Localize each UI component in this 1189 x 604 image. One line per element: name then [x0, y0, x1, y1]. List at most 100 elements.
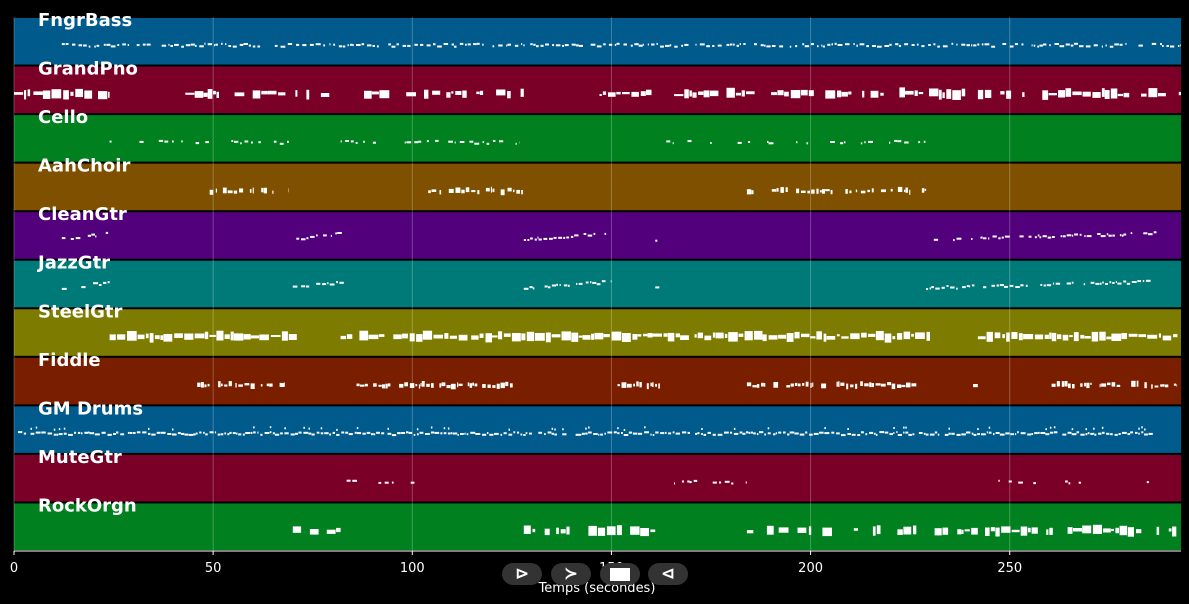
- note-mark: [279, 142, 284, 145]
- note-mark: [1109, 281, 1112, 284]
- play-forward-button[interactable]: ⊳: [502, 563, 542, 585]
- note-mark: [746, 431, 749, 434]
- note-mark: [14, 92, 24, 95]
- note-mark: [391, 45, 396, 48]
- note-mark: [243, 334, 251, 340]
- note-mark: [644, 431, 649, 434]
- note-mark: [471, 190, 476, 193]
- note-mark: [857, 434, 861, 436]
- stop-button[interactable]: [600, 563, 640, 585]
- note-mark: [934, 528, 942, 536]
- note-mark: [707, 431, 711, 434]
- note-mark: [194, 333, 205, 339]
- note-mark: [966, 285, 969, 287]
- note-mark: [786, 385, 791, 388]
- note-mark: [185, 44, 191, 47]
- note-mark: [1004, 235, 1010, 238]
- note-mark: [75, 237, 81, 240]
- note-mark: [937, 45, 940, 48]
- note-mark: [459, 42, 464, 45]
- note-mark: [88, 431, 90, 434]
- note-mark: [897, 140, 902, 143]
- note-mark: [980, 236, 983, 239]
- note-mark: [923, 432, 926, 435]
- note-mark: [1115, 280, 1117, 283]
- note-mark: [199, 431, 202, 434]
- note-mark: [981, 433, 986, 436]
- note-mark: [426, 383, 430, 387]
- note-mark: [181, 45, 184, 48]
- note-mark: [946, 89, 952, 99]
- note-mark: [576, 282, 578, 285]
- note-mark: [1146, 481, 1149, 484]
- note-mark: [1151, 42, 1157, 45]
- note-mark: [475, 433, 481, 435]
- note-mark: [158, 139, 164, 142]
- note-mark: [608, 43, 613, 46]
- note-mark: [498, 44, 503, 47]
- track-lane: [14, 115, 1181, 162]
- note-mark: [1178, 45, 1180, 47]
- track-label: GrandPno: [38, 59, 138, 80]
- fast-forward-button[interactable]: ≻: [551, 563, 591, 585]
- note-mark: [1115, 527, 1119, 534]
- note-mark: [636, 381, 639, 387]
- note-mark: [295, 90, 298, 97]
- note-mark: [250, 431, 253, 434]
- note-mark: [1142, 280, 1145, 282]
- note-mark: [33, 91, 43, 95]
- note-mark: [326, 529, 336, 534]
- note-mark: [810, 382, 812, 388]
- note-mark: [1158, 93, 1166, 97]
- note-mark: [207, 89, 213, 99]
- note-mark: [107, 281, 110, 284]
- note-mark: [505, 381, 509, 387]
- note-mark: [849, 190, 852, 194]
- note-mark: [875, 383, 881, 386]
- note-mark: [184, 433, 189, 436]
- note-mark: [1063, 235, 1066, 238]
- note-mark: [537, 236, 539, 239]
- note-mark: [1165, 384, 1169, 388]
- note-mark: [311, 433, 315, 436]
- note-mark: [1085, 45, 1091, 48]
- note-mark: [320, 427, 323, 430]
- note-mark: [199, 45, 204, 48]
- note-mark: [1002, 334, 1005, 339]
- note-mark: [830, 190, 833, 195]
- note-mark: [1141, 431, 1144, 434]
- note-mark: [916, 43, 919, 46]
- note-mark: [374, 433, 376, 436]
- note-mark: [1180, 44, 1181, 47]
- note-mark: [1073, 332, 1079, 342]
- note-mark: [320, 432, 324, 435]
- note-mark: [669, 44, 672, 47]
- note-mark: [891, 383, 896, 390]
- note-mark: [195, 142, 200, 145]
- note-mark: [240, 142, 242, 145]
- note-mark: [538, 431, 543, 434]
- note-mark: [288, 334, 297, 340]
- note-mark: [570, 235, 574, 238]
- note-mark: [869, 382, 872, 388]
- note-mark: [332, 431, 335, 434]
- note-mark: [762, 334, 767, 342]
- note-mark: [594, 332, 604, 340]
- note-mark: [233, 190, 238, 194]
- note-mark: [220, 433, 224, 436]
- note-mark: [163, 334, 173, 342]
- play-backward-button[interactable]: ⊲: [648, 563, 688, 585]
- note-mark: [530, 237, 533, 240]
- note-mark: [360, 384, 365, 387]
- note-mark: [613, 431, 617, 434]
- note-mark: [449, 335, 457, 339]
- note-mark: [1009, 284, 1014, 287]
- note-mark: [998, 237, 1001, 240]
- note-mark: [860, 190, 866, 194]
- note-mark: [956, 237, 962, 240]
- note-mark: [616, 91, 621, 95]
- note-mark: [753, 432, 756, 435]
- note-mark: [498, 331, 503, 340]
- note-mark: [899, 87, 905, 98]
- note-mark: [1020, 526, 1028, 536]
